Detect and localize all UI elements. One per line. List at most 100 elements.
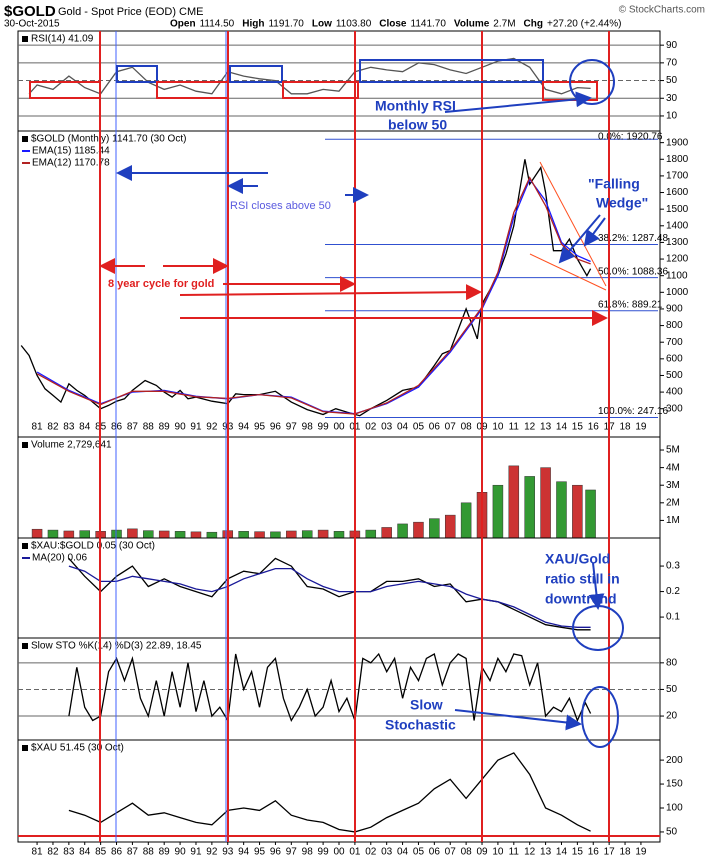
bar [333, 531, 345, 539]
annotation: Monthly RSI [375, 98, 456, 114]
y-tick-label: 600 [666, 353, 683, 364]
stat-value: 2.7M [493, 19, 515, 30]
stat-label: Low [312, 19, 332, 30]
x-tick-label: 86 [111, 847, 123, 858]
bar [174, 531, 186, 539]
x-tick-label: 13 [540, 847, 552, 858]
x-tick-label: 87 [127, 422, 139, 433]
x-tick-label: 08 [461, 847, 473, 858]
annotation: Stochastic [385, 717, 456, 733]
level-label: 50.0%: 1088.36 [598, 266, 668, 277]
series-line [36, 176, 591, 415]
stat-value: 1191.70 [268, 19, 304, 30]
y-tick-label: 400 [666, 387, 683, 398]
y-tick-label: 0.3 [666, 561, 680, 572]
x-tick-label: 07 [445, 422, 457, 433]
y-tick-label: 0.2 [666, 586, 680, 597]
legend-label: EMA(12) 1170.78 [32, 158, 110, 169]
x-tick-label: 84 [79, 422, 91, 433]
x-tick-label: 99 [318, 847, 330, 858]
x-tick-label: 07 [445, 847, 457, 858]
x-tick-label: 83 [63, 422, 75, 433]
bar [460, 502, 472, 539]
x-tick-label: 81 [32, 847, 44, 858]
bar [270, 531, 281, 539]
x-tick-label: 06 [429, 847, 441, 858]
level-label: 100.0%: 247.16 [598, 406, 668, 417]
x-tick-label: 97 [286, 847, 298, 858]
bar [540, 467, 551, 539]
x-tick-label: 92 [206, 422, 218, 433]
y-tick-label: 1900 [666, 137, 689, 148]
bar [286, 530, 297, 539]
x-tick-label: 94 [238, 847, 250, 858]
panel-title: Volume 2,729,641 [31, 440, 112, 451]
legend-swatch [22, 543, 28, 549]
x-tick-label: 91 [190, 422, 202, 433]
y-tick-label: 50 [666, 75, 678, 86]
x-tick-label: 91 [190, 847, 202, 858]
bar [238, 531, 249, 539]
y-tick-label: 1100 [666, 270, 688, 281]
x-tick-label: 15 [572, 422, 584, 433]
y-tick-label: 100 [666, 803, 683, 814]
y-tick-label: 1500 [666, 204, 689, 215]
x-tick-label: 85 [95, 847, 107, 858]
x-tick-label: 01 [349, 847, 361, 858]
x-tick-label: 81 [32, 422, 44, 433]
y-tick-label: 1M [666, 515, 680, 526]
x-tick-label: 16 [588, 422, 600, 433]
y-tick-label: 10 [666, 111, 678, 122]
panel-title: RSI(14) 41.09 [31, 34, 94, 45]
bar [31, 528, 43, 539]
x-tick-label: 03 [381, 847, 393, 858]
bar [492, 484, 504, 539]
y-tick-label: 30 [666, 93, 678, 104]
x-tick-label: 05 [413, 422, 425, 433]
y-tick-label: 4M [666, 462, 680, 473]
x-tick-label: 03 [381, 422, 393, 433]
x-tick-label: 95 [254, 847, 266, 858]
y-tick-label: 90 [666, 40, 678, 51]
stat-value: +27.20 (+2.44%) [547, 19, 622, 30]
y-tick-label: 900 [666, 304, 683, 315]
series-line [68, 557, 591, 631]
y-tick-label: 3M [666, 480, 680, 491]
x-tick-label: 19 [635, 847, 647, 858]
bar [301, 530, 313, 539]
x-tick-label: 13 [540, 422, 552, 433]
x-tick-label: 89 [159, 422, 171, 433]
subtitle: Gold - Spot Price (EOD) CME [58, 6, 203, 18]
x-tick-label: 98 [302, 422, 314, 433]
annotation: Wedge" [596, 195, 648, 211]
source: © StockCharts.com [619, 5, 705, 16]
x-tick-label: 92 [206, 847, 218, 858]
legend-swatch [22, 745, 28, 751]
y-tick-label: 2M [666, 497, 680, 508]
bar [524, 476, 535, 539]
series-line [20, 159, 592, 417]
legend-swatch [22, 36, 28, 42]
stat-label: Open [170, 19, 196, 30]
x-tick-label: 97 [286, 422, 298, 433]
x-tick-label: 10 [492, 847, 504, 858]
x-tick-label: 88 [143, 847, 155, 858]
annotation: RSI closes above 50 [230, 200, 331, 212]
x-tick-label: 12 [524, 422, 536, 433]
x-tick-label: 96 [270, 422, 282, 433]
x-tick-label: 02 [365, 847, 377, 858]
x-tick-label: 18 [619, 847, 631, 858]
x-tick-label: 94 [238, 422, 250, 433]
bar [143, 530, 154, 539]
symbol: $GOLD [4, 3, 56, 20]
x-tick-label: 16 [588, 847, 600, 858]
x-tick-label: 15 [572, 847, 584, 858]
series-line [68, 652, 592, 723]
x-tick-label: 87 [127, 847, 139, 858]
bar [111, 529, 122, 539]
stat-label: High [242, 19, 264, 30]
y-tick-label: 1600 [666, 187, 689, 198]
x-tick-label: 98 [302, 847, 314, 858]
x-tick-label: 14 [556, 847, 568, 858]
x-tick-label: 19 [635, 422, 647, 433]
